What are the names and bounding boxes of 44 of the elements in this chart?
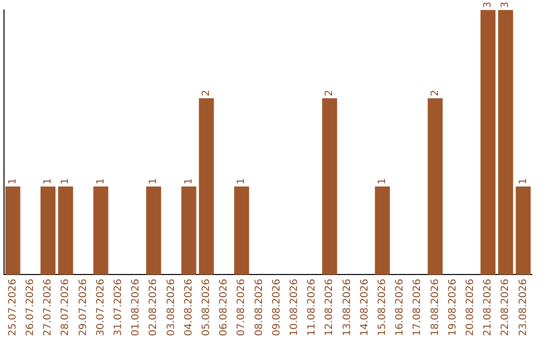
x-tick-label: 12.08.2026	[324, 278, 336, 336]
x-tick-label: 07.08.2026	[236, 278, 248, 336]
data-label: 1	[376, 178, 388, 184]
data-label: 2	[324, 90, 336, 96]
x-tick-label: 30.07.2026	[95, 278, 106, 336]
x-tick-label: 22.08.2026	[500, 278, 512, 336]
data-label: 1	[148, 178, 160, 184]
x-tick-label: 02.08.2026	[148, 278, 160, 336]
x-tick-label: 08.08.2026	[254, 278, 265, 336]
data-label: 1	[42, 178, 54, 184]
data-label: 1	[183, 178, 194, 184]
data-label: 1	[236, 178, 248, 184]
x-tick-label: 31.07.2026	[112, 278, 124, 336]
x-tick-label: 21.08.2026	[482, 278, 494, 336]
x-tick-label: 06.08.2026	[218, 278, 230, 336]
data-label: 2	[430, 90, 441, 96]
x-tick-label: 10.08.2026	[288, 278, 300, 336]
x-tick-label: 17.08.2026	[412, 278, 424, 336]
x-tick-label: 04.08.2026	[183, 278, 194, 336]
x-tick-label: 28.07.2026	[60, 278, 72, 336]
data-label: 1	[7, 178, 18, 184]
data-label: 1	[518, 178, 529, 184]
data-label: 1	[95, 178, 106, 184]
x-tick-label: 09.08.2026	[271, 278, 282, 336]
x-tick-label: 05.08.2026	[200, 278, 212, 336]
data-label: 1	[60, 178, 72, 184]
x-tick-label: 15.08.2026	[376, 278, 388, 336]
x-tick-label: 20.08.2026	[464, 278, 476, 336]
x-tick-label: 11.08.2026	[306, 278, 318, 336]
x-tick-label: 23.08.2026	[518, 278, 529, 336]
x-tick-label: 18.08.2026	[430, 278, 441, 336]
data-label: 3	[482, 2, 494, 8]
x-tick-label: 25.07.2026	[7, 278, 18, 336]
x-tick-label: 27.07.2026	[42, 278, 54, 336]
x-tick-label: 13.08.2026	[342, 278, 353, 336]
data-label: 3	[500, 2, 512, 8]
x-tick-label: 14.08.2026	[359, 278, 370, 336]
data-label: 2	[200, 90, 212, 96]
x-tick-label: 01.08.2026	[130, 278, 142, 336]
x-tick-label: 29.07.2026	[78, 278, 89, 336]
x-tick-label: 19.08.2026	[447, 278, 458, 336]
x-tick-label: 26.07.2026	[24, 278, 36, 336]
x-tick-label: 03.08.2026	[166, 278, 177, 336]
x-tick-label: 16.08.2026	[394, 278, 406, 336]
